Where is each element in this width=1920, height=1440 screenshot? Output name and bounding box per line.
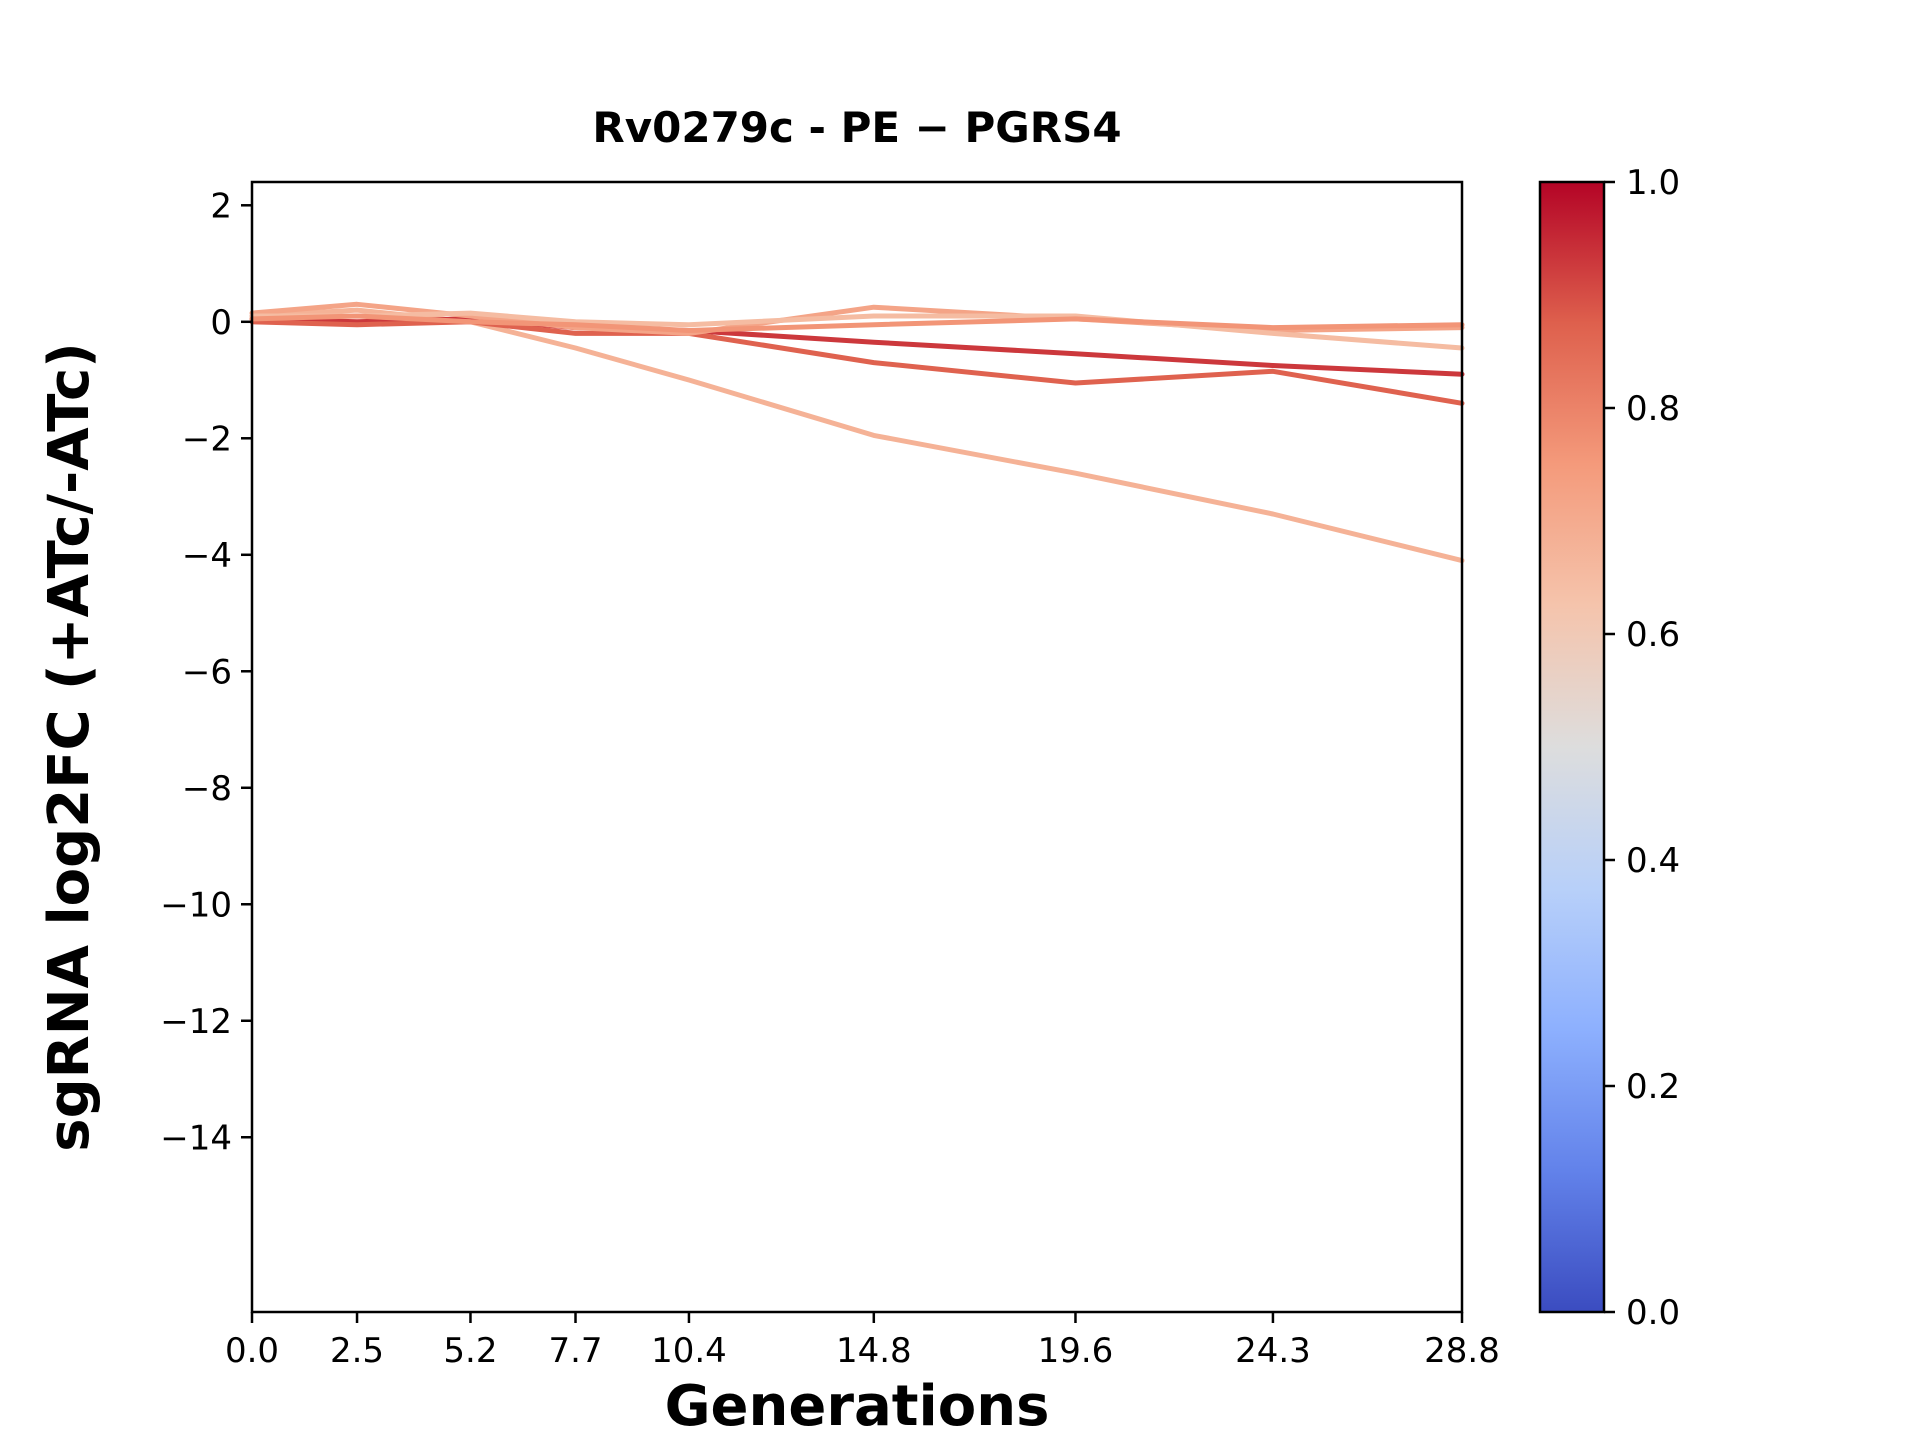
y-tick-label: −12	[160, 1002, 232, 1042]
x-tick-label: 19.6	[1038, 1331, 1114, 1371]
x-tick-label: 7.7	[548, 1331, 602, 1371]
colorbar-tick-label: 0.0	[1626, 1293, 1680, 1333]
y-tick-label: −4	[182, 536, 232, 576]
x-axis-label: Generations	[665, 1374, 1050, 1439]
y-tick-label: −8	[182, 769, 232, 809]
y-tick-label: −2	[182, 419, 232, 459]
x-tick-label: 5.2	[443, 1331, 497, 1371]
y-tick-label: −6	[182, 652, 232, 692]
series-line-5	[249, 310, 1465, 351]
chart-title: Rv0279c - PE − PGRS4	[592, 103, 1121, 152]
x-tick-label: 0.0	[225, 1331, 279, 1371]
y-tick-label: −10	[160, 885, 232, 925]
axes-layer: 0.0 2.5 5.2 7.7 10.4 14.8 19.6 24.3 28.8 2 0 −2 −4 −6…	[160, 180, 1500, 1371]
x-tick-label: 28.8	[1424, 1331, 1500, 1371]
x-tick-label: 2.5	[330, 1331, 384, 1371]
plot-border	[250, 180, 1464, 1314]
colorbar-tick-label: 1.0	[1626, 163, 1680, 203]
colorbar-tick-label: 0.6	[1626, 615, 1680, 655]
x-axis: 0.0 2.5 5.2 7.7 10.4 14.8 19.6 24.3 28.8	[225, 1312, 1500, 1371]
colorbar-layer: 0.0 0.2 0.4 0.6 0.8 1.0	[1538, 163, 1680, 1333]
series-layer	[249, 301, 1465, 564]
x-tick-label: 24.3	[1235, 1331, 1311, 1371]
series-line-6	[249, 313, 1465, 333]
colorbar-tick-label: 0.2	[1626, 1067, 1680, 1107]
series-line-1	[249, 307, 1465, 564]
y-tick-label: 0	[210, 303, 232, 343]
colorbar-tick-label: 0.4	[1626, 841, 1680, 881]
x-tick-label: 14.8	[836, 1331, 912, 1371]
y-axis: 2 0 −2 −4 −6 −8 −10 −12 −14	[160, 186, 252, 1158]
y-axis-label: sgRNA log2FC (+ATc/-ATc)	[37, 342, 102, 1152]
y-tick-label: 2	[210, 186, 232, 226]
y-tick-label: −14	[160, 1118, 232, 1158]
x-tick-label: 10.4	[651, 1331, 727, 1371]
colorbar-tick-label: 0.8	[1626, 389, 1680, 429]
colorbar-gradient	[1540, 182, 1604, 1312]
colorbar-border	[1538, 180, 1606, 1314]
